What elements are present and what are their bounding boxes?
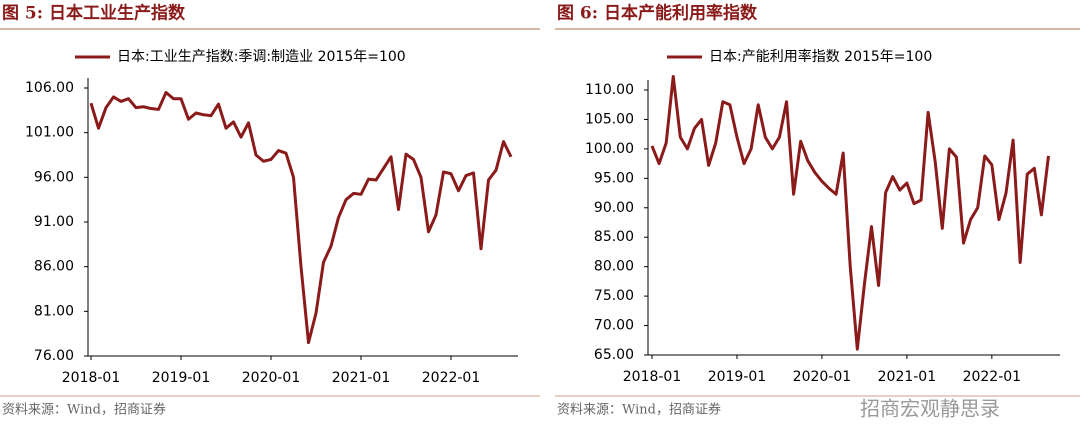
y-tick-label: 85.00 xyxy=(594,229,634,245)
y-tick-label: 75.00 xyxy=(594,288,634,304)
y-tick-label: 95.00 xyxy=(594,170,634,186)
y-tick-label: 110.00 xyxy=(585,82,634,98)
series-line xyxy=(89,90,513,345)
y-tick-label: 76.00 xyxy=(34,348,74,364)
legend-label: 日本:工业生产指数:季调:制造业 2015年=100 xyxy=(117,49,406,65)
x-tick-label: 2018-01 xyxy=(62,370,121,386)
x-tick-label: 2020-01 xyxy=(242,370,301,386)
x-tick-label: 2022-01 xyxy=(963,369,1022,385)
y-tick-label: 86.00 xyxy=(34,259,74,275)
watermark: 招商宏观静思录 xyxy=(860,397,1000,421)
chart-title: 图 6: 日本产能利用率指数 xyxy=(557,3,758,24)
y-tick-label: 106.00 xyxy=(25,80,74,96)
source: 资料来源：Wind，招商证券 xyxy=(557,402,721,418)
source: 资料来源：Wind，招商证券 xyxy=(2,402,166,418)
y-tick-label: 100.00 xyxy=(585,141,634,157)
y-tick-label: 80.00 xyxy=(594,259,634,275)
x-tick-label: 2020-01 xyxy=(793,369,852,385)
x-tick-label: 2018-01 xyxy=(623,369,682,385)
series-line xyxy=(650,74,1050,351)
x-tick-label: 2022-01 xyxy=(422,370,481,386)
y-tick-label: 70.00 xyxy=(594,318,634,334)
y-tick-label: 65.00 xyxy=(594,347,634,363)
y-tick-label: 105.00 xyxy=(585,111,634,127)
x-tick-label: 2019-01 xyxy=(152,370,211,386)
chart-title: 图 5: 日本工业生产指数 xyxy=(2,3,186,24)
y-tick-label: 81.00 xyxy=(34,303,74,319)
y-tick-label: 91.00 xyxy=(34,214,74,230)
y-tick-label: 90.00 xyxy=(594,200,634,216)
x-tick-label: 2021-01 xyxy=(332,370,391,386)
x-tick-label: 2019-01 xyxy=(708,369,767,385)
y-tick-label: 101.00 xyxy=(25,125,74,141)
x-tick-label: 2021-01 xyxy=(878,369,937,385)
legend-label: 日本:产能利用率指数 2015年=100 xyxy=(709,48,932,65)
y-tick-label: 96.00 xyxy=(34,169,74,185)
